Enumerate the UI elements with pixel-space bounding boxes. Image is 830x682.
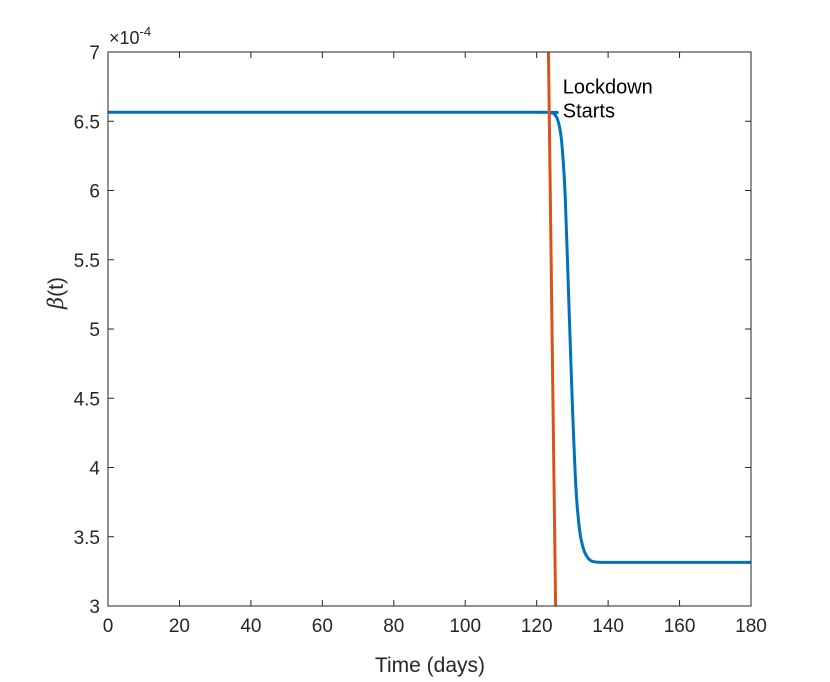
- y-tick-label: 6.5: [74, 112, 100, 133]
- y-tick-label: 5.5: [74, 251, 100, 272]
- x-tick-label: 60: [312, 616, 333, 637]
- y-tick-label: 4: [89, 459, 100, 480]
- y-axis-label-symbol: β: [44, 297, 68, 310]
- y-axis-label-rest: (t): [45, 277, 68, 297]
- x-tick-label: 0: [103, 616, 114, 637]
- x-tick-label: 80: [383, 616, 404, 637]
- axis-ticks-layer: 0 20 40 60 80 100 120 140 160 180 3 3.5 4 4.5 5 5.5 6 6.5…: [74, 43, 767, 637]
- beta-curve-line: [108, 110, 751, 564]
- x-axis-label: Time (days): [375, 654, 485, 677]
- x-tick-label: 40: [240, 616, 261, 637]
- annotation-line: Lockdown: [563, 77, 653, 99]
- y-axis-label: β(t): [44, 277, 68, 310]
- x-tick-label: 120: [521, 616, 553, 637]
- annotation-layer: Lockdown Starts: [563, 77, 653, 123]
- x-tick-label: 140: [592, 616, 624, 637]
- lockdown-annotation: Lockdown Starts: [563, 77, 653, 123]
- x-tick-label: 100: [449, 616, 481, 637]
- y-tick-label: 6: [89, 182, 100, 203]
- y-multiplier-prefix: ×10: [109, 28, 140, 48]
- y-tick-label: 4.5: [74, 389, 100, 410]
- annotation-line: Starts: [563, 101, 615, 123]
- x-tick-label: 180: [735, 616, 767, 637]
- y-tick-label: 3: [89, 597, 100, 618]
- lockdown-marker-line: [546, 51, 558, 607]
- x-tick-label: 20: [169, 616, 190, 637]
- y-tick-label: 7: [89, 43, 100, 64]
- x-tick-label: 160: [664, 616, 696, 637]
- y-multiplier-exponent: -4: [140, 24, 152, 39]
- y-tick-label: 5: [89, 320, 100, 341]
- plot-area-frame: [107, 51, 752, 607]
- y-multiplier-label: ×10-4: [109, 24, 151, 48]
- y-tick-label: 3.5: [74, 528, 100, 549]
- series-layer: [108, 51, 751, 607]
